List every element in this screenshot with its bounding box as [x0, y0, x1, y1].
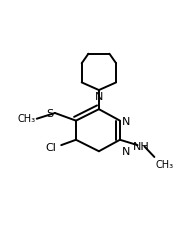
Text: N: N [95, 92, 103, 101]
Text: N: N [121, 116, 130, 126]
Text: CH₃: CH₃ [17, 114, 35, 124]
Text: CH₃: CH₃ [155, 159, 173, 169]
Text: N: N [121, 147, 130, 157]
Text: S: S [47, 109, 54, 118]
Text: NH: NH [133, 141, 149, 151]
Text: Cl: Cl [45, 143, 56, 153]
